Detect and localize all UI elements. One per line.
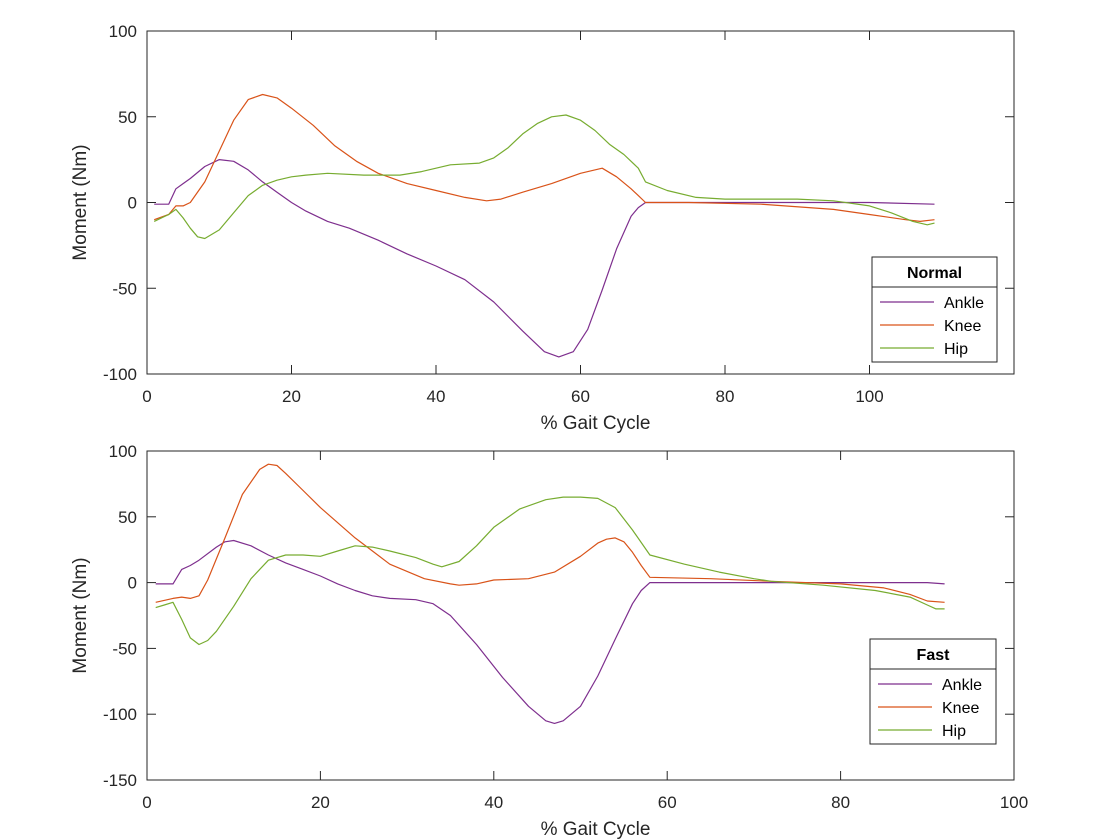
y-tick-label: 100 [109, 22, 137, 41]
legend-label-ankle: Ankle [942, 677, 982, 694]
x-axis-label: % Gait Cycle [541, 819, 651, 840]
y-tick-label: 50 [118, 108, 137, 127]
x-tick-label: 0 [142, 793, 151, 812]
x-axis: 0 20 40 60 80 100 [142, 31, 884, 406]
x-tick-label: 100 [1000, 793, 1028, 812]
x-tick-label: 40 [427, 387, 446, 406]
y-tick-label: 50 [118, 508, 137, 527]
x-tick-label: 60 [658, 793, 677, 812]
series-line-knee [153, 93, 935, 222]
series-line-ankle [154, 159, 935, 358]
legend-label-ankle: Ankle [944, 295, 984, 312]
x-tick-label: 100 [855, 387, 883, 406]
series-line-ankle [155, 539, 945, 724]
legend-title: Fast [917, 647, 951, 664]
series-group [155, 463, 945, 724]
legend-box [871, 256, 998, 363]
x-axis: 0 20 40 60 80 100 [142, 451, 1028, 812]
x-tick-label: 20 [282, 387, 301, 406]
legend: Normal Ankle Knee Hip [871, 256, 998, 363]
legend-box [869, 638, 997, 745]
y-tick-label: -50 [112, 639, 137, 658]
y-tick-label: -100 [103, 365, 137, 384]
x-tick-label: 0 [142, 387, 151, 406]
legend-label-knee: Knee [942, 700, 979, 717]
x-tick-label: 20 [311, 793, 330, 812]
x-tick-label: 40 [484, 793, 503, 812]
x-tick-label: 60 [571, 387, 590, 406]
x-tick-label: 80 [716, 387, 735, 406]
series-line-hip [153, 114, 935, 240]
y-axis: -100 -50 0 50 100 [103, 22, 1014, 384]
y-axis: -150 -100 -50 0 50 100 [103, 442, 1014, 790]
y-tick-label: -50 [112, 279, 137, 298]
legend-label-knee: Knee [944, 318, 981, 335]
y-tick-label: 0 [128, 574, 137, 593]
series-line-knee [155, 463, 945, 603]
y-axis-label: Moment (Nm) [70, 144, 91, 260]
legend: Fast Ankle Knee Hip [869, 638, 997, 745]
legend-label-hip: Hip [944, 341, 968, 358]
series-line-hip [155, 496, 945, 646]
y-tick-label: 0 [128, 194, 137, 213]
legend-title: Normal [907, 265, 962, 282]
y-tick-label: 100 [109, 442, 137, 461]
chart-panel-2: 0 20 40 60 80 100 -150 -100 -50 0 50 100 % Gait Cycl… [70, 442, 1028, 840]
legend-label-hip: Hip [942, 723, 966, 740]
chart-panel-1: 0 20 40 60 80 100 -100 -50 0 50 100 % Gait Cycle Mom… [70, 22, 1015, 434]
x-tick-label: 80 [831, 793, 850, 812]
plot-area-frame [146, 450, 1015, 781]
y-tick-label: -100 [103, 705, 137, 724]
y-axis-label: Moment (Nm) [70, 557, 91, 673]
x-axis-label: % Gait Cycle [541, 413, 651, 434]
y-tick-label: -150 [103, 771, 137, 790]
series-group [153, 93, 935, 358]
